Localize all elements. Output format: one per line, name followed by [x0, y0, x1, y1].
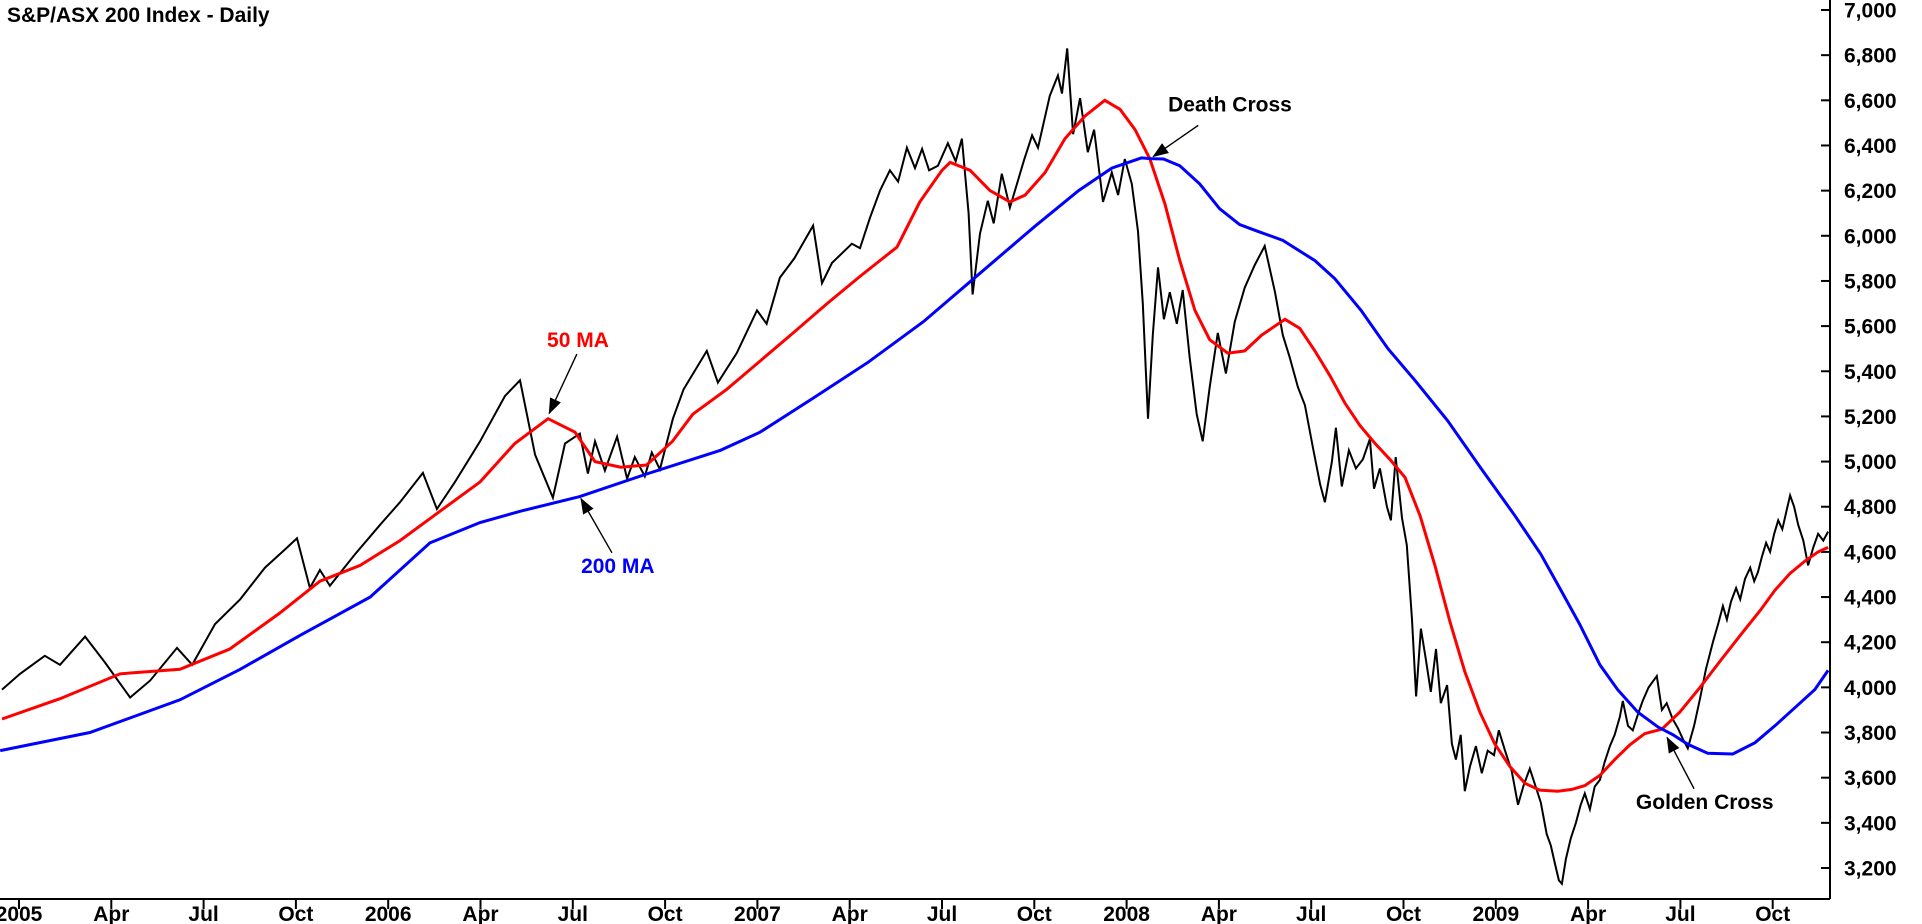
y-tick-label: 5,800	[1844, 270, 1897, 293]
x-tick-label: Oct	[1755, 903, 1790, 924]
x-tick-label: 2009	[1472, 903, 1519, 924]
y-axis: 3,200 3,400 3,600 3,800 4,000 4,200 4,400 4,600…	[1821, 0, 1897, 899]
x-tick-label: 2007	[734, 903, 781, 924]
x-tick-label: Jul	[927, 903, 957, 924]
y-tick-label: 6,000	[1844, 225, 1897, 248]
annotation-label: Death Cross	[1168, 93, 1292, 116]
x-tick-label: 2005	[0, 903, 43, 924]
chart-title: S&P/ASX 200 Index - Daily	[7, 4, 270, 27]
ma50-line	[1, 98, 1829, 793]
annotation-arrow	[1152, 124, 1199, 158]
y-tick-label: 5,400	[1844, 361, 1897, 384]
price-line	[1, 48, 1829, 887]
x-tick-label: Apr	[1201, 903, 1237, 924]
x-tick-label: Apr	[462, 903, 498, 924]
plot-series	[0, 48, 1830, 887]
x-tick-label: Oct	[648, 903, 683, 924]
annotation-arrow	[1666, 736, 1695, 790]
y-tick-label: 5,600	[1844, 316, 1897, 339]
annotation-label: 200 MA	[581, 555, 655, 578]
x-axis: 2005 Apr Jul Oct 2006 Apr Jul Oct 2007 Apr Jul Oct 2…	[0, 898, 1830, 924]
annotation-label: Golden Cross	[1636, 791, 1774, 814]
y-tick-label: 5,200	[1844, 406, 1897, 429]
y-tick-label: 3,400	[1844, 812, 1897, 835]
y-tick-label: 3,200	[1844, 858, 1897, 881]
x-tick-label: Oct	[1386, 903, 1421, 924]
x-tick-label: Jul	[1296, 903, 1326, 924]
y-tick-label: 4,600	[1844, 541, 1897, 564]
annotations: 50 MA 200 MA Death Cross Golden Cross	[547, 93, 1774, 813]
y-tick-label: 5,000	[1844, 451, 1897, 474]
y-tick-label: 6,200	[1844, 180, 1897, 203]
ma200-line	[0, 156, 1830, 756]
x-tick-label: Jul	[188, 903, 218, 924]
x-tick-label: Oct	[1017, 903, 1052, 924]
x-tick-label: Jul	[1665, 903, 1695, 924]
y-tick-label: 3,600	[1844, 767, 1897, 790]
y-tick-label: 6,600	[1844, 90, 1897, 113]
y-tick-label: 7,000	[1844, 0, 1897, 23]
x-tick-label: Apr	[1570, 903, 1606, 924]
y-tick-label: 4,400	[1844, 587, 1897, 610]
y-tick-label: 6,400	[1844, 135, 1897, 158]
y-tick-label: 4,800	[1844, 496, 1897, 519]
y-tick-label: 3,800	[1844, 722, 1897, 745]
annotation-arrow	[580, 497, 613, 554]
annotation-arrow	[548, 353, 578, 415]
annotation-label: 50 MA	[547, 329, 609, 352]
x-tick-label: Jul	[558, 903, 588, 924]
x-tick-label: 2008	[1103, 903, 1150, 924]
x-tick-label: 2006	[365, 903, 412, 924]
x-tick-label: Oct	[278, 903, 313, 924]
y-tick-label: 4,200	[1844, 632, 1897, 655]
y-tick-label: 4,000	[1844, 677, 1897, 700]
y-tick-label: 6,800	[1844, 45, 1897, 68]
x-tick-label: Apr	[93, 903, 129, 924]
x-tick-label: Apr	[832, 903, 868, 924]
